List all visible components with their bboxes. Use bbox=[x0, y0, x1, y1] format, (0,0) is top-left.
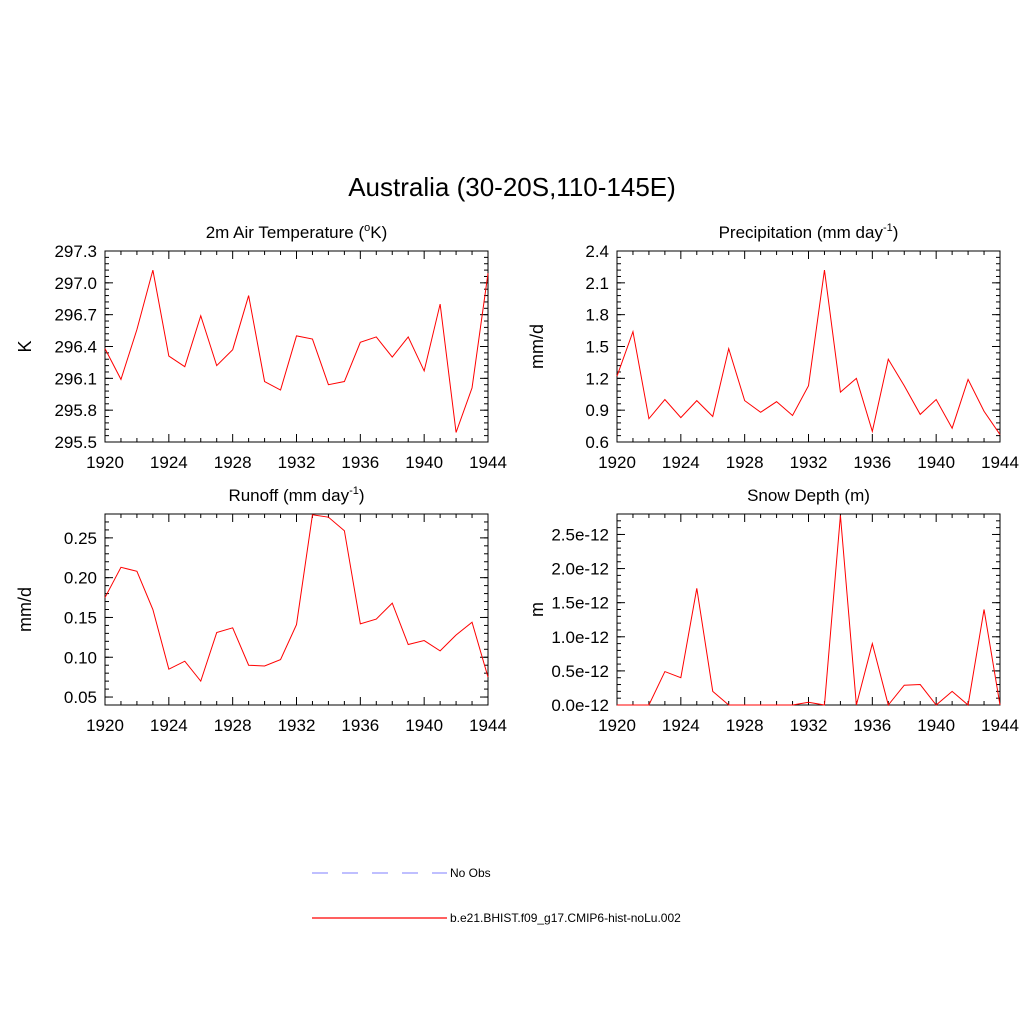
x-tick-label: 1940 bbox=[405, 453, 443, 472]
panel-title: 2m Air Temperature (oK) bbox=[206, 222, 388, 242]
x-tick-label: 1932 bbox=[790, 453, 828, 472]
legend-label: b.e21.BHIST.f09_g17.CMIP6-hist-noLu.002 bbox=[450, 911, 681, 925]
y-tick-label: 1.2 bbox=[585, 369, 609, 388]
x-tick-label: 1924 bbox=[662, 453, 700, 472]
y-axis-label: K bbox=[15, 340, 35, 352]
plot-frame bbox=[104, 250, 489, 443]
y-axis-label: m bbox=[527, 602, 547, 617]
panel-3: Runoff (mm day-1) mm/d 1920 1924 1928 1932 193… bbox=[15, 485, 507, 735]
y-tick-label: 2.4 bbox=[585, 242, 609, 261]
panel-1: 2m Air Temperature (oK) K 1920 1924 1928 1932… bbox=[15, 222, 507, 472]
y-tick-label: 0.15 bbox=[64, 608, 97, 627]
legend-item-1: No Obs bbox=[312, 866, 491, 880]
series-line bbox=[104, 514, 489, 683]
y-tick-label: 295.8 bbox=[54, 401, 97, 420]
legend: No Obs b.e21.BHIST.f09_g17.CMIP6-hist-noL… bbox=[312, 866, 681, 925]
y-tick-label: 1.0e-12 bbox=[551, 628, 609, 647]
plot-frame bbox=[616, 513, 1001, 706]
x-tick-label: 1940 bbox=[917, 716, 955, 735]
legend-item-2: b.e21.BHIST.f09_g17.CMIP6-hist-noLu.002 bbox=[312, 911, 681, 925]
y-tick-label: 0.0e-12 bbox=[551, 696, 609, 715]
y-tick-label: 297.3 bbox=[54, 242, 97, 261]
y-tick-label: 297.0 bbox=[54, 274, 97, 293]
y-tick-label: 0.9 bbox=[585, 401, 609, 420]
plot-frame bbox=[104, 513, 489, 706]
x-tick-label: 1920 bbox=[86, 716, 124, 735]
y-tick-label: 2.0e-12 bbox=[551, 560, 609, 579]
x-tick-label: 1936 bbox=[341, 716, 379, 735]
y-tick-label: 296.1 bbox=[54, 369, 97, 388]
y-tick-label: 0.5e-12 bbox=[551, 662, 609, 681]
x-tick-label: 1944 bbox=[469, 453, 507, 472]
panel-title: Precipitation (mm day-1) bbox=[719, 222, 899, 242]
series-line bbox=[104, 269, 489, 433]
y-tick-label: 1.5e-12 bbox=[551, 594, 609, 613]
x-tick-label: 1936 bbox=[853, 453, 891, 472]
panels: 2m Air Temperature (oK) K 1920 1924 1928 1932… bbox=[15, 222, 1019, 735]
y-tick-label: 0.20 bbox=[64, 569, 97, 588]
panel-4: Snow Depth (m) m 1920 1924 1928 1932 1936 1940 1… bbox=[527, 486, 1019, 735]
panel-2: Precipitation (mm day-1) mm/d 1920 1924 1928… bbox=[527, 222, 1019, 472]
x-tick-label: 1932 bbox=[278, 716, 316, 735]
panel-title: Snow Depth (m) bbox=[747, 486, 870, 505]
y-tick-label: 0.10 bbox=[64, 648, 97, 667]
x-tick-label: 1928 bbox=[214, 716, 252, 735]
x-tick-label: 1936 bbox=[853, 716, 891, 735]
x-tick-label: 1928 bbox=[726, 716, 764, 735]
y-tick-label: 296.4 bbox=[54, 338, 97, 357]
x-tick-label: 1924 bbox=[150, 453, 188, 472]
x-tick-label: 1932 bbox=[278, 453, 316, 472]
y-tick-label: 1.8 bbox=[585, 306, 609, 325]
figure-title: Australia (30-20S,110-145E) bbox=[348, 172, 676, 202]
y-axis-label: mm/d bbox=[15, 587, 35, 632]
legend-label: No Obs bbox=[450, 866, 491, 880]
x-tick-label: 1920 bbox=[598, 716, 636, 735]
x-tick-label: 1920 bbox=[86, 453, 124, 472]
plot-frame bbox=[616, 250, 1001, 443]
x-tick-label: 1920 bbox=[598, 453, 636, 472]
y-tick-label: 296.7 bbox=[54, 306, 97, 325]
x-tick-label: 1940 bbox=[405, 716, 443, 735]
x-tick-label: 1944 bbox=[981, 453, 1019, 472]
y-tick-label: 0.6 bbox=[585, 433, 609, 452]
x-tick-label: 1928 bbox=[726, 453, 764, 472]
x-tick-label: 1932 bbox=[790, 716, 828, 735]
panel-title: Runoff (mm day-1) bbox=[228, 485, 364, 505]
y-tick-label: 0.25 bbox=[64, 529, 97, 548]
series-line bbox=[616, 270, 1001, 435]
x-tick-label: 1928 bbox=[214, 453, 252, 472]
x-tick-label: 1924 bbox=[662, 716, 700, 735]
x-tick-label: 1944 bbox=[469, 716, 507, 735]
y-axis-label: mm/d bbox=[527, 324, 547, 369]
x-tick-label: 1936 bbox=[341, 453, 379, 472]
y-tick-label: 1.5 bbox=[585, 338, 609, 357]
y-tick-label: 2.1 bbox=[585, 274, 609, 293]
y-tick-label: 0.05 bbox=[64, 688, 97, 707]
y-tick-label: 295.5 bbox=[54, 433, 97, 452]
y-tick-label: 2.5e-12 bbox=[551, 525, 609, 544]
x-tick-label: 1944 bbox=[981, 716, 1019, 735]
series-line bbox=[617, 515, 1001, 707]
x-tick-label: 1940 bbox=[917, 453, 955, 472]
x-tick-label: 1924 bbox=[150, 716, 188, 735]
